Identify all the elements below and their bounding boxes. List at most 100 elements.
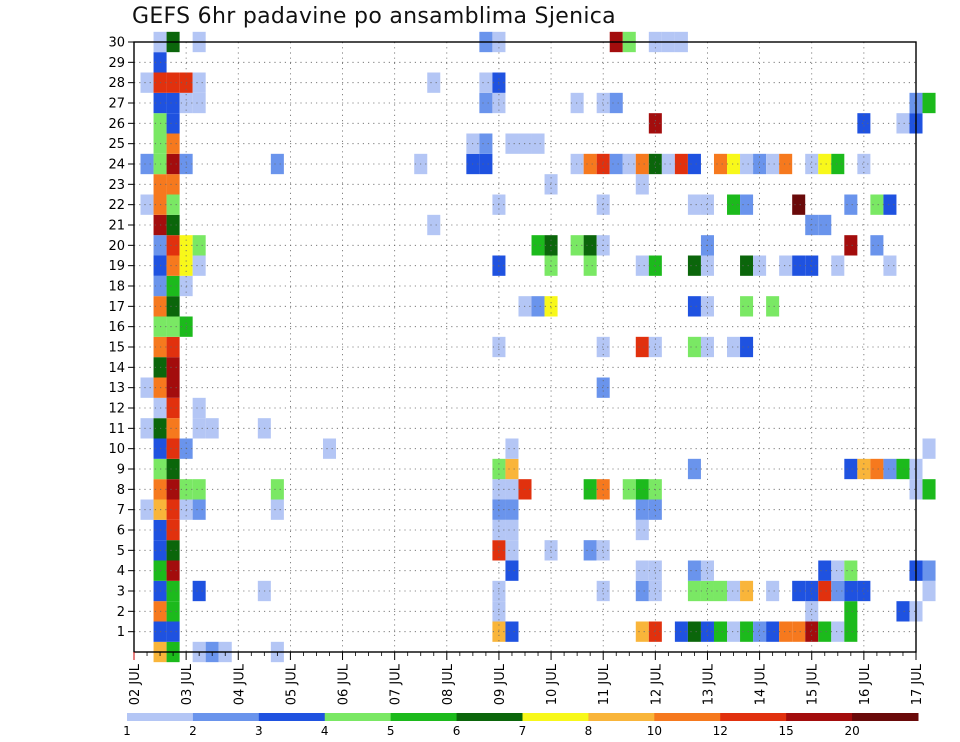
heatmap-cell (166, 458, 180, 480)
heatmap-cell (922, 438, 936, 459)
y-tick-label: 13 (108, 381, 125, 396)
heatmap-cell (857, 153, 871, 175)
y-tick-label: 30 (108, 36, 125, 51)
heatmap-cell (635, 153, 649, 175)
heatmap-cell (870, 235, 884, 256)
colorbar-swatch (852, 713, 919, 721)
heatmap-cell (192, 92, 206, 114)
heatmap-cell (166, 540, 180, 561)
colorbar-label: 2 (189, 724, 197, 738)
heatmap-cell (753, 153, 767, 175)
heatmap-cell (648, 153, 662, 175)
colorbar-label: 10 (647, 724, 662, 738)
x-tick-label: 02 JUL (128, 663, 143, 705)
x-tick-label: 15 JUL (806, 663, 821, 705)
heatmap-cell (766, 580, 780, 602)
heatmap-cell (766, 621, 780, 642)
heatmap-cell (687, 458, 701, 480)
heatmap-cell (844, 580, 858, 602)
heatmap-cell (583, 255, 597, 276)
heatmap-cell (831, 560, 845, 581)
heatmap-cell (700, 296, 714, 317)
heatmap-cell (648, 560, 662, 581)
y-tick-label: 19 (108, 259, 125, 274)
heatmap-cell (870, 194, 884, 215)
heatmap-cell (505, 621, 519, 642)
heatmap-cell (166, 397, 180, 419)
heatmap-cell (505, 133, 519, 154)
heatmap-cell (166, 479, 180, 500)
heatmap-cell (883, 458, 897, 480)
y-tick-label: 9 (117, 463, 125, 478)
heatmap-cell (583, 540, 597, 561)
y-tick-label: 24 (108, 158, 125, 173)
heatmap-cell (831, 580, 845, 602)
colorbar-swatch (192, 713, 260, 721)
heatmap-cell (635, 519, 649, 541)
heatmap-cell (505, 458, 519, 480)
heatmap-cell (818, 580, 832, 602)
heatmap-cell (166, 214, 180, 236)
heatmap-cell (792, 194, 806, 215)
colorbar-swatch (786, 713, 853, 721)
y-tick-label: 20 (108, 239, 125, 254)
heatmap-cell (766, 296, 780, 317)
x-tick-label: 12 JUL (649, 663, 664, 705)
y-tick-label: 18 (108, 280, 125, 295)
heatmap-cell (166, 316, 180, 337)
x-tick-label: 09 JUL (493, 663, 508, 705)
heatmap-cell (192, 580, 206, 602)
heatmap-cell (635, 174, 649, 195)
heatmap-cell (140, 194, 154, 215)
heatmap-cell (857, 113, 871, 134)
y-tick-label: 17 (108, 300, 125, 315)
heatmap-cell (270, 153, 284, 175)
heatmap-cell (740, 194, 754, 215)
heatmap-cell (635, 560, 649, 581)
heatmap-cell (687, 621, 701, 642)
heatmap-cell (740, 255, 754, 276)
heatmap-cell (844, 560, 858, 581)
heatmap-cell (766, 153, 780, 175)
heatmap-cell (166, 438, 180, 459)
heatmap-cell (166, 174, 180, 195)
x-tick-label: 11 JUL (597, 663, 612, 705)
y-axis: 1234567891011121314151617181920212223242… (108, 36, 134, 640)
heatmap-cell (270, 479, 284, 500)
heatmap-cell (479, 92, 493, 114)
x-tick-label: 16 JUL (858, 663, 873, 705)
heatmap-cell (831, 153, 845, 175)
heatmap-cell (779, 153, 793, 175)
heatmap-cell (844, 235, 858, 256)
heatmap-cell (609, 92, 623, 114)
heatmap-cell (648, 113, 662, 134)
heatmap-cell (192, 499, 206, 520)
x-tick-label: 05 JUL (284, 663, 299, 705)
colorbar-swatch (456, 713, 523, 721)
heatmap-cell (166, 113, 180, 134)
heatmap-cell (700, 194, 714, 215)
heatmap-cell (322, 438, 337, 459)
heatmap-cell (648, 580, 662, 602)
heatmap-cell (427, 214, 441, 236)
heatmap-cell (479, 133, 493, 154)
heatmap-cell (531, 235, 545, 256)
heatmap-cell (727, 153, 741, 175)
heatmap-cell (609, 153, 623, 175)
y-tick-label: 14 (108, 361, 125, 376)
heatmap-cell (922, 560, 936, 581)
heatmap-cell (792, 621, 806, 642)
colorbar-swatch (127, 713, 194, 721)
heatmap-cell (831, 255, 845, 276)
heatmap-cell (844, 621, 858, 642)
heatmap-cell (583, 153, 597, 175)
heatmap-cell (531, 133, 545, 154)
heatmap-cell (192, 397, 206, 419)
colorbar-label: 1 (123, 724, 131, 738)
heatmap-cell (192, 235, 206, 256)
heatmap-cell (687, 153, 701, 175)
colorbar-label: 3 (255, 724, 263, 738)
x-tick-label: 07 JUL (389, 663, 404, 705)
colorbar-swatch (258, 713, 326, 721)
heatmap-cell (505, 438, 519, 459)
